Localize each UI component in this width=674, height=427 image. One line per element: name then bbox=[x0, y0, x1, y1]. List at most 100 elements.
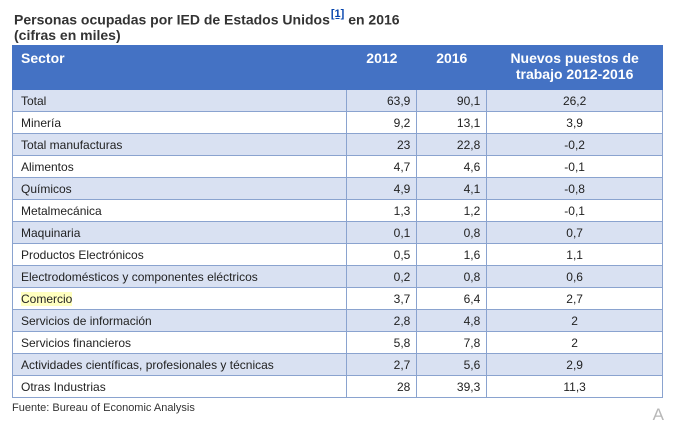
table-row: Servicios de información 2,8 4,8 2 bbox=[11, 309, 663, 332]
cell-2016: 7,8 bbox=[416, 331, 488, 354]
cell-new-jobs: 26,2 bbox=[486, 89, 663, 112]
cell-2016-text: 1,6 bbox=[463, 247, 481, 262]
table-title: Personas ocupadas por IED de Estados Uni… bbox=[14, 7, 400, 30]
cell-2012-text: 2,8 bbox=[393, 313, 411, 328]
cell-2016: 4,1 bbox=[416, 177, 488, 200]
cell-sector: Otras Industrias bbox=[11, 375, 348, 398]
header-new-jobs: Nuevos puestos de trabajo 2012-2016 bbox=[486, 45, 663, 90]
footnote-link[interactable]: [1] bbox=[330, 8, 345, 20]
cell-2012-text: 2,7 bbox=[393, 357, 411, 372]
cell-2012: 23 bbox=[346, 133, 418, 156]
corner-mark: A bbox=[652, 405, 664, 424]
cell-sector-text: Maquinaria bbox=[21, 225, 81, 240]
table-row: Electrodomésticos y componentes eléctric… bbox=[11, 265, 663, 288]
cell-new-jobs-text: -0,1 bbox=[564, 203, 585, 218]
cell-2012: 0,5 bbox=[346, 243, 418, 266]
cell-sector: Actividades científicas, profesionales y… bbox=[11, 353, 348, 376]
cell-sector: Electrodomésticos y componentes eléctric… bbox=[11, 265, 348, 288]
cell-2012: 2,8 bbox=[346, 309, 418, 332]
cell-sector-text: Otras Industrias bbox=[21, 379, 106, 394]
cell-2016: 90,1 bbox=[416, 89, 488, 112]
cell-2016-text: 4,6 bbox=[463, 159, 481, 174]
header-sector: Sector bbox=[11, 45, 348, 90]
cell-sector: Servicios financieros bbox=[11, 331, 348, 354]
cell-new-jobs: -0,8 bbox=[486, 177, 663, 200]
cell-sector: Metalmecánica bbox=[11, 199, 348, 222]
cell-2016: 22,8 bbox=[416, 133, 488, 156]
cell-2016-text: 7,8 bbox=[463, 335, 481, 350]
header-2016: 2016 bbox=[416, 45, 488, 90]
cell-sector: Maquinaria bbox=[11, 221, 348, 244]
table-row: Metalmecánica 1,3 1,2 -0,1 bbox=[11, 199, 663, 222]
cell-2012-text: 0,2 bbox=[393, 269, 411, 284]
cell-sector-text: Total bbox=[21, 93, 47, 108]
table-row: Alimentos 4,7 4,6 -0,1 bbox=[11, 155, 663, 178]
cell-new-jobs-text: 2 bbox=[571, 313, 578, 328]
cell-2012: 3,7 bbox=[346, 287, 418, 310]
cell-2012-text: 5,8 bbox=[393, 335, 411, 350]
cell-sector: Minería bbox=[11, 111, 348, 134]
cell-2016-text: 5,6 bbox=[463, 357, 481, 372]
cell-sector: Comercio bbox=[11, 287, 348, 310]
table-row: Otras Industrias 28 39,3 11,3 bbox=[11, 375, 663, 398]
cell-2016: 4,8 bbox=[416, 309, 488, 332]
cell-sector-text: Alimentos bbox=[21, 159, 74, 174]
cell-2016-text: 0,8 bbox=[463, 269, 481, 284]
cell-new-jobs: 2 bbox=[486, 309, 663, 332]
cell-new-jobs-text: 0,6 bbox=[566, 269, 583, 284]
cell-new-jobs: 0,6 bbox=[486, 265, 663, 288]
cell-2012: 0,1 bbox=[346, 221, 418, 244]
cell-new-jobs-text: 2,7 bbox=[566, 291, 583, 306]
table-row: Maquinaria 0,1 0,8 0,7 bbox=[11, 221, 663, 244]
cell-2012: 4,9 bbox=[346, 177, 418, 200]
cell-sector-text: Actividades científicas, profesionales y… bbox=[21, 357, 274, 372]
cell-new-jobs-text: 3,9 bbox=[566, 115, 583, 130]
cell-2012: 4,7 bbox=[346, 155, 418, 178]
cell-2012-text: 28 bbox=[396, 379, 411, 394]
table-title-suffix: en 2016 bbox=[344, 11, 400, 28]
cell-new-jobs: 11,3 bbox=[486, 375, 663, 398]
cell-new-jobs-text: 1,1 bbox=[566, 247, 583, 262]
cell-2012: 63,9 bbox=[346, 89, 418, 112]
cell-new-jobs: 0,7 bbox=[486, 221, 663, 244]
cell-2012: 2,7 bbox=[346, 353, 418, 376]
table-row: Total manufacturas 23 22,8 -0,2 bbox=[11, 133, 663, 156]
table-row: Servicios financieros 5,8 7,8 2 bbox=[11, 331, 663, 354]
cell-sector: Alimentos bbox=[11, 155, 348, 178]
cell-new-jobs-text: 26,2 bbox=[562, 93, 587, 108]
cell-2016: 4,6 bbox=[416, 155, 488, 178]
cell-2012-text: 23 bbox=[396, 137, 411, 152]
cell-2016: 1,2 bbox=[416, 199, 488, 222]
cell-new-jobs: 2,9 bbox=[486, 353, 663, 376]
cell-new-jobs-text: 0,7 bbox=[566, 225, 583, 240]
cell-2016: 0,8 bbox=[416, 265, 488, 288]
cell-2016: 13,1 bbox=[416, 111, 488, 134]
table-row: Productos Electrónicos 0,5 1,6 1,1 bbox=[11, 243, 663, 266]
cell-2016-text: 39,3 bbox=[456, 379, 481, 394]
cell-sector: Total bbox=[11, 89, 348, 112]
table-row: Total 63,9 90,1 26,2 bbox=[11, 89, 663, 112]
cell-sector-text: Productos Electrónicos bbox=[21, 247, 144, 262]
table-header-row: Sector 2012 2016 Nuevos puestos de traba… bbox=[11, 45, 663, 90]
cell-new-jobs: 2,7 bbox=[486, 287, 663, 310]
cell-2012-text: 1,3 bbox=[393, 203, 411, 218]
cell-sector: Servicios de información bbox=[11, 309, 348, 332]
cell-new-jobs-text: 2 bbox=[571, 335, 578, 350]
header-2012: 2012 bbox=[346, 45, 418, 90]
table-row: Comercio 3,7 6,4 2,7 bbox=[11, 287, 663, 310]
cell-sector-text: Electrodomésticos y componentes eléctric… bbox=[21, 269, 258, 284]
cell-2012-text: 4,7 bbox=[393, 159, 411, 174]
cell-new-jobs: 3,9 bbox=[486, 111, 663, 134]
source-note: Fuente: Bureau of Economic Analysis bbox=[12, 402, 195, 414]
cell-2012: 9,2 bbox=[346, 111, 418, 134]
cell-new-jobs-text: -0,8 bbox=[564, 181, 585, 196]
cell-2012-text: 3,7 bbox=[393, 291, 411, 306]
cell-2016-text: 4,1 bbox=[463, 181, 481, 196]
table-row: Actividades científicas, profesionales y… bbox=[11, 353, 663, 376]
cell-2016-text: 22,8 bbox=[456, 137, 481, 152]
table-row: Minería 9,2 13,1 3,9 bbox=[11, 111, 663, 134]
table-title-text: Personas ocupadas por IED de Estados Uni… bbox=[14, 11, 330, 28]
cell-sector-text: Minería bbox=[21, 115, 62, 130]
cell-sector-text: Servicios financieros bbox=[21, 335, 132, 350]
cell-new-jobs: -0,1 bbox=[486, 155, 663, 178]
